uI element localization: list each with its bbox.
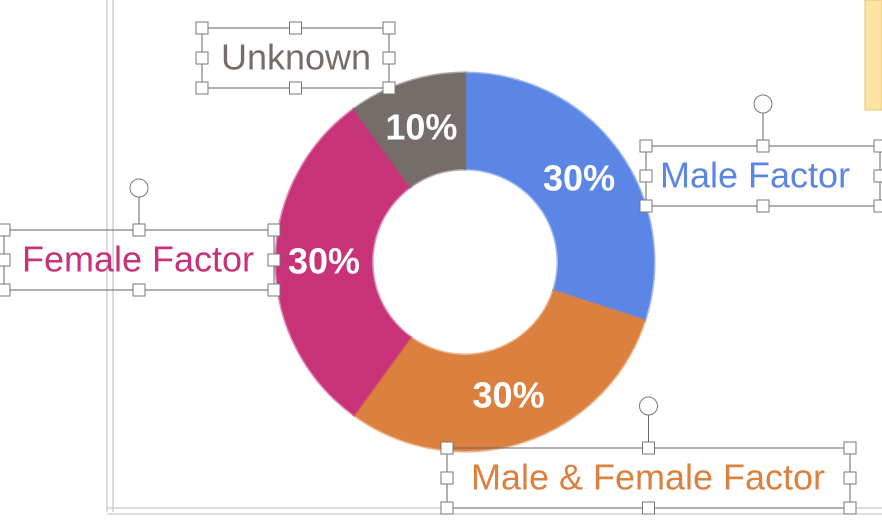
category-label: Male & Female Factor <box>471 457 825 498</box>
resize-handle <box>289 21 302 35</box>
donut-slice <box>463 71 656 323</box>
category-label: Female Factor <box>22 239 254 280</box>
value-label: 10% <box>385 106 457 147</box>
resize-handle <box>843 471 857 485</box>
resize-handle <box>267 223 281 237</box>
value-label: 30% <box>473 375 545 416</box>
resize-handle <box>756 139 770 153</box>
category-label: Male Factor <box>660 155 850 196</box>
resize-handle <box>195 81 209 95</box>
rotate-handle <box>753 94 773 114</box>
resize-handle <box>639 139 653 153</box>
resize-handle <box>642 501 655 515</box>
resize-handle <box>873 199 882 213</box>
resize-handle <box>873 139 882 153</box>
category-label: Unknown <box>221 37 371 78</box>
rotate-handle <box>129 178 149 198</box>
resize-handle <box>0 223 11 237</box>
resize-handle <box>195 51 209 65</box>
resize-handle <box>382 51 396 65</box>
resize-handle <box>639 169 653 183</box>
resize-handle <box>382 81 396 95</box>
resize-handle <box>756 199 770 213</box>
resize-handle <box>382 21 396 35</box>
resize-handle <box>642 441 655 455</box>
resize-handle <box>843 501 857 515</box>
resize-handle <box>0 283 11 297</box>
donut-slice <box>351 288 647 453</box>
resize-handle <box>0 253 11 267</box>
resize-handle <box>132 223 146 237</box>
resize-handle <box>440 441 454 455</box>
resize-handle <box>267 253 281 267</box>
resize-handle <box>267 283 281 297</box>
side-panel <box>864 0 882 111</box>
resize-handle <box>289 81 302 95</box>
resize-handle <box>440 471 454 485</box>
resize-handle <box>132 283 146 297</box>
resize-handle <box>440 501 454 515</box>
value-label: 30% <box>288 241 360 282</box>
resize-handle <box>639 199 653 213</box>
donut-chart: 30% 30% 30% 10% Male Factor Male & Female Fac… <box>0 21 882 515</box>
resize-handle <box>195 21 209 35</box>
value-label: 30% <box>543 158 615 199</box>
resize-handle <box>843 441 857 455</box>
resize-handle <box>873 169 882 183</box>
rotate-handle <box>639 396 658 416</box>
donut-slice <box>274 106 413 418</box>
